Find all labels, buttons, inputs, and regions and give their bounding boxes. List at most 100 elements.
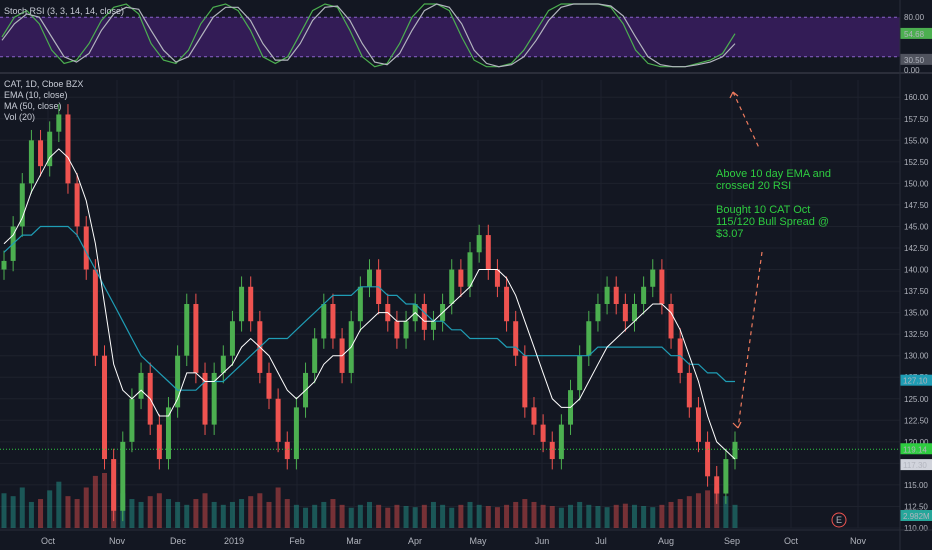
annotation-signal: Above 10 day EMA and crossed 20 RSI: [716, 168, 831, 192]
candle-body: [229, 321, 235, 356]
volume-bar: [430, 501, 436, 528]
volume-bar: [695, 493, 701, 528]
volume-bar: [568, 504, 574, 528]
price-tick-label: 130.00: [904, 352, 929, 361]
candle-body: [586, 321, 592, 356]
volume-bar: [686, 496, 692, 528]
candle-body: [275, 398, 281, 442]
volume-bar: [129, 499, 135, 528]
volume-bar: [28, 501, 34, 528]
volume-bar: [92, 475, 98, 528]
price-tick-label: 155.00: [904, 136, 929, 145]
volume-bar: [220, 504, 226, 528]
price-tick-label: 142.50: [904, 244, 929, 253]
price-tick-label: 125.00: [904, 395, 929, 404]
price-tick-label: 145.00: [904, 222, 929, 231]
x-tick-label: Dec: [170, 536, 187, 546]
candle-body: [74, 183, 80, 227]
volume-bar: [705, 490, 711, 528]
candle-body: [165, 407, 171, 460]
stoch-current-value: 30.50: [904, 56, 925, 65]
candle-body: [1, 260, 7, 270]
volume-bar: [440, 504, 446, 528]
price-tick-label: 152.50: [904, 158, 929, 167]
volume-bar: [284, 499, 290, 528]
candle-body: [239, 286, 245, 322]
volume-bar: [577, 501, 583, 528]
x-tick-label: Nov: [850, 536, 867, 546]
volume-bar: [723, 496, 729, 528]
earnings-marker-icon: [831, 512, 847, 528]
volume-bar: [211, 501, 217, 528]
candle-body: [604, 286, 610, 304]
candle-body: [47, 131, 53, 167]
price-current-badge: [900, 443, 932, 455]
candle-body: [549, 441, 555, 460]
vol-legend: Vol (20): [4, 112, 36, 122]
volume-bar: [38, 499, 44, 528]
candle-body: [723, 459, 729, 494]
candle-body: [175, 355, 181, 408]
price-current-badge: [900, 510, 932, 521]
arrow-to-entry: [737, 251, 763, 429]
candle-body: [129, 398, 135, 442]
arrow-to-rsi: [732, 91, 761, 151]
volume-bar: [622, 503, 628, 528]
volume-bar: [74, 499, 80, 528]
candle-body: [83, 226, 89, 270]
x-tick-label: Oct: [784, 536, 799, 546]
price-current-value: 2.982M: [903, 512, 930, 521]
volume-bar: [257, 493, 263, 528]
volume-bar: [613, 504, 619, 528]
price-tick-label: 160.00: [904, 93, 929, 102]
candle-body: [156, 424, 162, 460]
volume-bar: [449, 507, 455, 528]
candle-body: [367, 269, 372, 287]
candle-body: [513, 321, 519, 356]
candle-body: [111, 459, 117, 511]
stoch-line-d: [1, 3, 736, 68]
volume-bar: [394, 504, 400, 528]
stoch-tick-label: 80.00: [904, 13, 925, 22]
x-tick-label: Aug: [658, 536, 674, 546]
x-tick-label: Jul: [595, 536, 607, 546]
ma-legend: MA (50, close): [4, 101, 62, 111]
volume-bar: [202, 493, 208, 528]
volume-bar: [102, 473, 108, 528]
volume-bar: [659, 504, 665, 528]
volume-bar: [156, 493, 162, 528]
volume-bar: [348, 507, 354, 528]
candle-body: [65, 114, 71, 184]
volume-bar: [339, 504, 345, 528]
candle-body: [522, 355, 528, 408]
candle-body: [650, 269, 656, 287]
volume-bar: [650, 507, 656, 528]
candle-body: [714, 476, 720, 494]
candle-body: [403, 321, 409, 339]
volume-bar: [275, 487, 281, 528]
volume-bar: [412, 507, 418, 528]
volume-bar: [229, 501, 235, 528]
candle-body: [430, 321, 436, 330]
volume-bar: [65, 496, 71, 528]
volume-bar: [10, 496, 16, 528]
candle-body: [641, 286, 647, 304]
x-tick-label: Mar: [346, 536, 362, 546]
x-tick-label: Sep: [724, 536, 740, 546]
candle-body: [138, 372, 144, 399]
x-tick-label: Apr: [408, 536, 422, 546]
volume-bar: [531, 501, 537, 528]
candle-body: [476, 235, 482, 253]
volume-bar: [513, 501, 519, 528]
stoch-rsi-legend: Stoch RSI (3, 3, 14, 14, close): [4, 6, 125, 16]
arrow-head-rsi: [729, 91, 739, 99]
candle-body: [458, 269, 464, 287]
candle-body: [248, 286, 254, 322]
candle-body: [28, 140, 34, 184]
volume-bar: [175, 501, 181, 528]
candle-body: [284, 441, 290, 460]
volume-bar: [184, 504, 190, 528]
stoch-current-badge: [900, 53, 932, 65]
volume-bar: [321, 501, 327, 528]
price-tick-label: 122.50: [904, 416, 929, 425]
